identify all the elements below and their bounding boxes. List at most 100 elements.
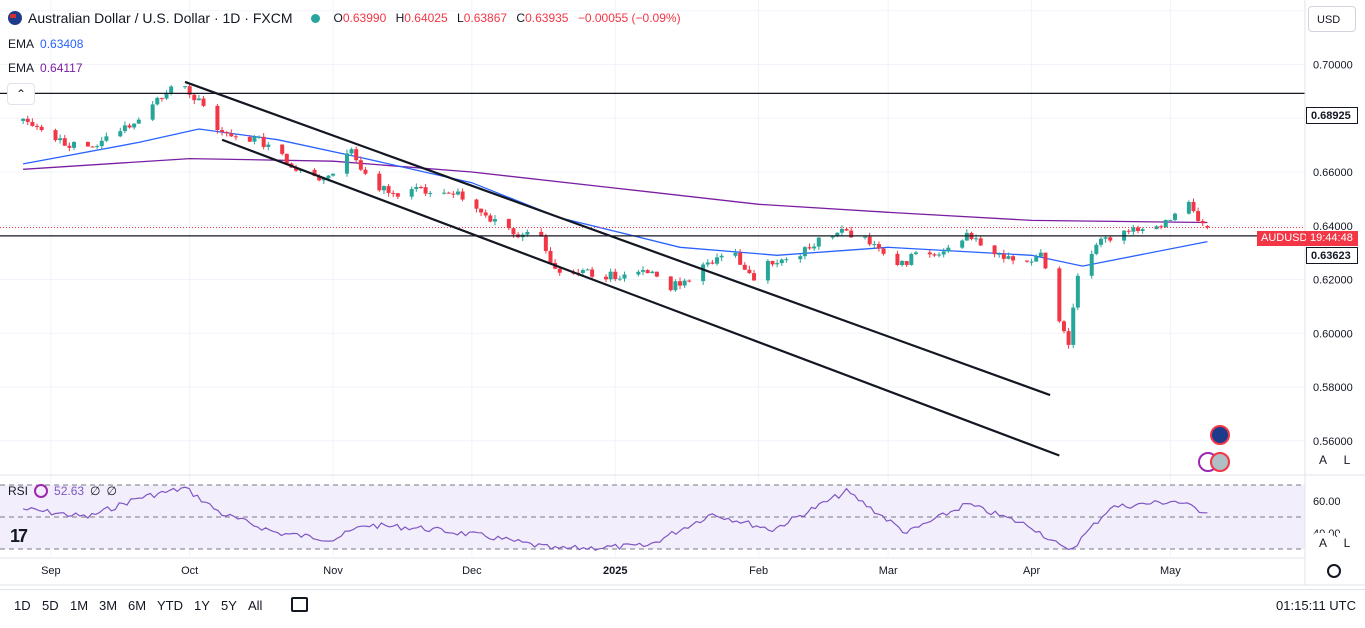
- candle-body: [608, 271, 613, 280]
- us-event-icon[interactable]: [1210, 452, 1230, 472]
- candle-body: [978, 238, 983, 246]
- collapse-legend-button[interactable]: ⌃: [7, 83, 35, 105]
- timeframe-1d[interactable]: 1D: [14, 598, 31, 613]
- candle-body: [229, 133, 234, 137]
- chevron-up-icon: ⌃: [15, 87, 27, 101]
- candle-body: [617, 278, 622, 280]
- symbol-price-tag: AUDUSD: [1257, 231, 1312, 246]
- chart-legend-header: Australian Dollar / U.S. Dollar · 1D · F…: [8, 10, 687, 26]
- candle-body: [72, 142, 77, 148]
- candle-body: [414, 187, 419, 190]
- candle-body: [844, 228, 849, 231]
- candle-body: [1043, 252, 1048, 269]
- timeframe-5y[interactable]: 5Y: [221, 598, 237, 613]
- candle-body: [682, 280, 687, 286]
- timeframe-1m[interactable]: 1M: [70, 598, 89, 613]
- utc-clock[interactable]: 01:15:11 UTC: [1276, 598, 1356, 613]
- candle-body: [835, 232, 840, 237]
- candle-body: [816, 237, 821, 247]
- open-label: O: [333, 11, 343, 25]
- currency-selector[interactable]: USD: [1308, 6, 1356, 32]
- candle-body: [927, 252, 932, 255]
- timeframe-all[interactable]: All: [248, 598, 263, 613]
- candle-body: [164, 92, 169, 99]
- tradingview-logo-icon: 17: [10, 526, 28, 546]
- candle-body: [321, 178, 326, 181]
- candle-body: [654, 271, 659, 277]
- candle-body: [839, 228, 844, 233]
- rsi-log-scale-label: L: [1343, 536, 1351, 550]
- timeframe-5d[interactable]: 5D: [42, 598, 59, 613]
- candle-body: [701, 264, 706, 282]
- candle-body: [331, 173, 336, 176]
- candle-body: [1186, 201, 1191, 214]
- rsi-legend[interactable]: RSI 52.63 ∅ ∅: [8, 484, 117, 498]
- candle-body: [506, 219, 511, 229]
- candle-body: [428, 193, 433, 195]
- candle-body: [673, 281, 678, 291]
- ema-legend-1[interactable]: EMA 0.63408: [8, 37, 83, 51]
- symbol-title[interactable]: Australian Dollar / U.S. Dollar · 1D · F…: [28, 10, 293, 26]
- candle-body: [25, 118, 30, 122]
- time-tick-label: Feb: [749, 565, 768, 577]
- time-tick-label: Dec: [462, 565, 482, 577]
- timeframe-3m[interactable]: 3M: [99, 598, 118, 613]
- candle-body: [377, 173, 382, 191]
- candle-body: [1108, 237, 1113, 241]
- candle-body: [960, 240, 965, 248]
- time-tick-label: Nov: [323, 565, 343, 577]
- ema-legend-2[interactable]: EMA 0.64117: [8, 61, 83, 75]
- candle-body: [1154, 226, 1159, 230]
- timeframe-6m[interactable]: 6M: [128, 598, 147, 613]
- countdown-value: 19:44:48: [1310, 232, 1353, 244]
- candle-body: [488, 215, 493, 222]
- candle-body: [85, 142, 90, 147]
- rsi-auto-scale-button[interactable]: A: [1313, 533, 1333, 553]
- candle-body: [354, 149, 359, 161]
- candle-body: [1006, 256, 1011, 259]
- candle-body: [62, 138, 67, 146]
- candle-body: [1075, 275, 1080, 308]
- candle-body: [543, 236, 548, 251]
- gear-icon[interactable]: [1327, 564, 1341, 578]
- candle-body: [604, 276, 608, 280]
- au-event-icon[interactable]: [1210, 425, 1230, 445]
- log-scale-button[interactable]: L: [1337, 450, 1357, 470]
- candle-body: [99, 140, 104, 147]
- timeframe-ytd[interactable]: YTD: [157, 598, 183, 613]
- candle-body: [876, 244, 881, 249]
- rsi-settings-icon[interactable]: [34, 484, 49, 498]
- candles: [0, 84, 1305, 349]
- candle-body: [67, 145, 72, 148]
- candle-body: [474, 199, 479, 209]
- candle-body: [233, 136, 238, 138]
- candle-body: [1066, 331, 1071, 345]
- candle-body: [585, 269, 590, 271]
- auto-scale-button[interactable]: A: [1313, 450, 1333, 470]
- rsi-line: [22, 486, 1208, 551]
- candle-body: [641, 270, 646, 272]
- candle-body: [548, 250, 553, 263]
- candle-body: [30, 121, 35, 126]
- candle-body: [344, 153, 349, 174]
- candle-body: [590, 269, 595, 277]
- countdown-tag: 19:44:48: [1306, 231, 1358, 246]
- candle-body: [201, 98, 206, 106]
- candle-body: [539, 231, 544, 237]
- calendar-icon[interactable]: [291, 597, 308, 612]
- candle-body: [39, 126, 44, 131]
- candle-body: [1024, 260, 1029, 262]
- price-tick-label: 0.56000: [1313, 436, 1353, 448]
- trend-drawings[interactable]: [0, 80, 1305, 457]
- timeframe-1y[interactable]: 1Y: [194, 598, 210, 613]
- candle-body: [395, 193, 400, 197]
- candle-body: [964, 232, 969, 241]
- candle-body: [525, 231, 530, 235]
- candle-body: [215, 105, 220, 131]
- candle-body: [784, 259, 789, 261]
- candle-body: [381, 186, 386, 191]
- high-label: H: [395, 11, 405, 25]
- rsi-log-scale-button[interactable]: L: [1337, 533, 1357, 553]
- low-value: 0.63867: [463, 11, 508, 25]
